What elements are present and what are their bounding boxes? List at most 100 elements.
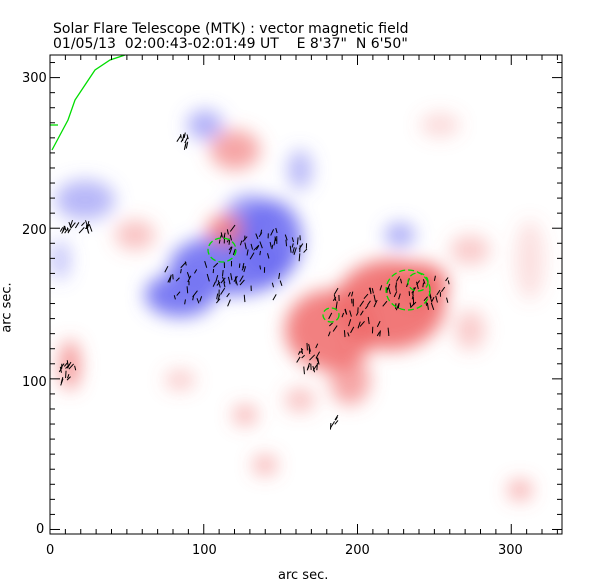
field-vector [412,287,415,296]
contours [50,55,431,323]
field-vector [206,273,210,282]
field-vector [344,309,347,314]
y-tick-label: 0 [36,522,45,537]
field-region [392,263,448,307]
field-vector [416,281,419,290]
field-vector [243,266,247,273]
field-vector [255,245,260,250]
field-vector [186,134,189,140]
field-vector [238,263,241,268]
field-vector [62,225,65,232]
field-vector [184,299,186,305]
field-region [253,455,277,475]
field-vector [343,330,346,338]
field-vector [228,246,232,251]
field-vector [227,299,231,307]
y-tick-label: 200 [22,223,47,238]
field-vector [315,351,321,359]
field-vector [213,262,219,268]
field-vector [241,265,245,271]
y-tick-label: 100 [22,375,47,390]
field-vector [335,416,338,421]
field-vector [218,239,221,244]
field-vector [367,300,371,306]
field-vector [173,295,176,300]
field-vector [239,279,245,286]
field-vector [220,287,226,295]
field-vector [284,234,288,241]
field-image [50,110,545,500]
field-vector [66,376,71,381]
field-vector [222,269,224,277]
field-vector [215,274,219,283]
field-vector [297,350,301,355]
field-vector [259,250,261,256]
field-vector [68,363,74,370]
field-vector [441,286,446,293]
field-vector [291,237,294,243]
field-vector [271,282,275,288]
field-vector [303,248,308,253]
field-vector [355,311,359,316]
field-vector [373,299,378,308]
field-vector [303,366,305,375]
field-vector [285,239,288,247]
y-axis-label: arc sec. [0,282,15,333]
field-vector [379,330,381,337]
field-vector [376,331,381,337]
field-vector [333,287,339,295]
field-region [385,223,415,247]
field-vector [65,364,71,369]
field-vector [279,280,283,286]
field-vector [243,294,246,303]
field-region [115,220,155,250]
field-vector [204,260,208,268]
contour-line [407,272,429,292]
field-vector [184,137,189,144]
field-vector [184,261,187,266]
field-vector [447,280,450,285]
field-vector [409,302,412,308]
field-vector [422,282,425,288]
field-region [165,370,195,390]
field-vector [220,277,226,284]
field-vector [376,320,381,328]
vector-field [58,132,450,430]
field-vector [315,343,319,349]
field-region [233,405,257,425]
field-vector [226,229,229,235]
field-region [187,110,223,140]
field-vector [330,421,335,429]
field-vector [186,286,189,294]
field-vector [60,378,64,386]
field-vector [182,133,185,142]
field-region [285,290,375,370]
contour-line [207,237,237,263]
field-vector [234,277,238,286]
x-tick-label: 300 [498,543,523,558]
field-vector [410,304,414,309]
field-vector [332,325,338,332]
field-vector [365,305,369,310]
field-region [288,150,312,190]
field-vector [194,269,198,274]
field-vector [199,296,203,302]
field-vector [412,301,417,306]
contour-line [385,269,431,311]
field-vector [306,365,310,370]
field-vector [59,227,64,232]
field-region [455,310,485,350]
field-vector [64,227,69,234]
field-vector [431,296,435,302]
field-vector [296,237,299,245]
field-vector [212,281,216,287]
field-vector [360,310,364,316]
field-vector [379,285,383,291]
field-vector [349,310,352,317]
field-vector [328,312,333,320]
field-vector [435,295,438,303]
field-vector [259,265,262,270]
field-vector [74,222,80,229]
field-vector [228,239,231,245]
field-vector [67,228,71,234]
